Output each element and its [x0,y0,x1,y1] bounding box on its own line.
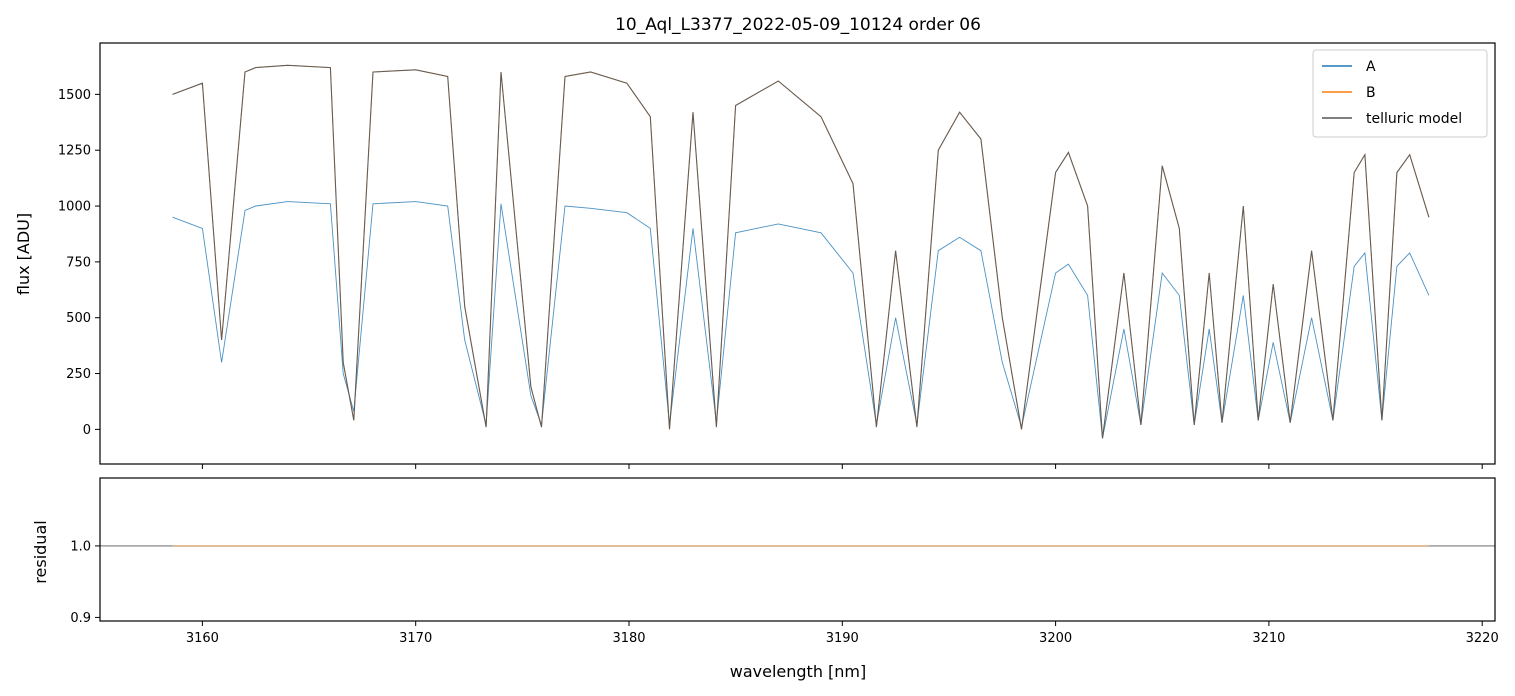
residual-panel: 0.9 1.0 3160 3170 3180 3190 3200 3210 3220 resi… [31,477,1499,681]
residual-x-ticks: 3160 3170 3180 3190 3200 3210 3220 [186,621,1499,646]
flux-panel: 0 250 500 750 1000 1250 1500 flux [ADU] A B te… [14,42,1496,469]
residual-x-tick-label: 3210 [1252,631,1285,646]
residual-x-tick-label: 3190 [826,631,859,646]
flux-y-tick-label: 250 [66,367,91,382]
flux-y-tick-label: 1500 [58,88,91,103]
flux-y-tick-label: 500 [66,311,91,326]
flux-y-axis-label: flux [ADU] [14,213,33,295]
residual-x-tick-label: 3160 [186,631,219,646]
residual-x-tick-label: 3220 [1466,631,1499,646]
flux-y-tick-label: 1000 [58,200,91,215]
flux-y-tick-label: 0 [83,423,91,438]
legend-label-telluric: telluric model [1366,111,1462,127]
flux-y-ticks: 0 250 500 750 1000 1250 1500 [58,88,100,438]
legend-label-a: A [1366,59,1376,75]
residual-y-tick-label: 1.0 [70,539,91,554]
flux-axes-frame [99,42,1496,465]
residual-axes-frame [99,477,1496,622]
residual-y-ticks: 0.9 1.0 [70,539,100,626]
flux-series-b [172,64,1430,439]
residual-y-axis-label: residual [31,520,50,583]
x-axis-label: wavelength [nm] [730,662,867,681]
flux-x-ticks [201,464,1483,469]
flux-plot-area [172,64,1430,439]
flux-y-tick-label: 750 [66,255,91,270]
flux-y-tick-label: 1250 [58,144,91,159]
residual-x-tick-label: 3170 [399,631,432,646]
flux-series-telluric-model [172,64,1430,439]
residual-y-tick-label: 0.9 [70,611,91,626]
flux-series-a [172,201,1430,439]
legend-label-b: B [1366,85,1376,101]
legend: A B telluric model [1312,49,1488,138]
residual-x-tick-label: 3180 [612,631,645,646]
residual-x-tick-label: 3200 [1039,631,1072,646]
legend-box [1312,49,1488,138]
chart-title: 10_Aql_L3377_2022-05-09_10124 order 06 [615,15,981,35]
